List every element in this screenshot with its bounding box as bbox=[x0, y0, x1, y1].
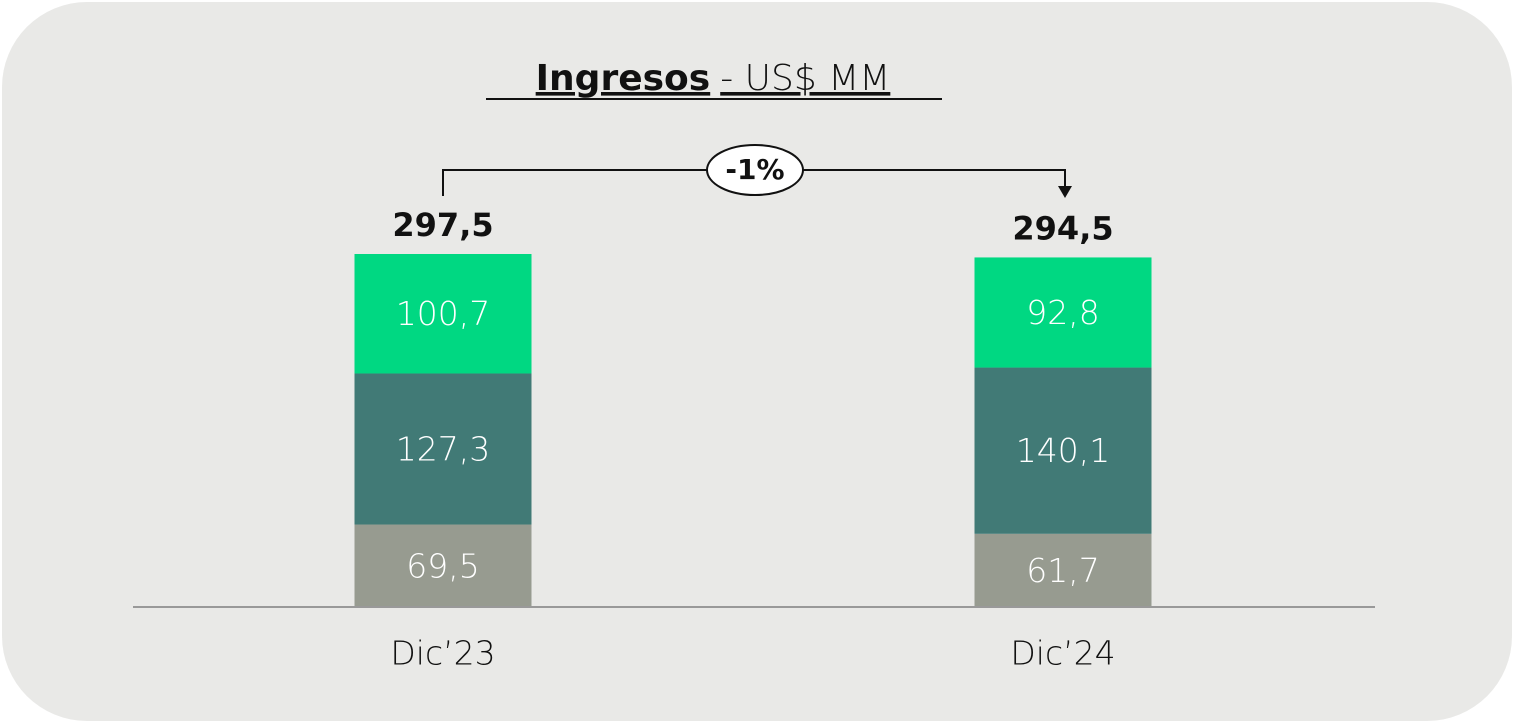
x-tick-label: Dic’24 bbox=[1010, 634, 1115, 673]
bar-segment bbox=[974, 257, 1152, 368]
value-label: 61,7 bbox=[1026, 551, 1099, 590]
bar-segment bbox=[354, 373, 532, 525]
value-label: 69,5 bbox=[406, 546, 479, 585]
bar-segment bbox=[974, 533, 1152, 607]
bar-segment bbox=[974, 367, 1152, 534]
x-tick-label: Dic’23 bbox=[390, 634, 495, 673]
change-label: -1% bbox=[725, 153, 784, 186]
change-badge bbox=[706, 144, 804, 196]
value-label: 127,3 bbox=[396, 430, 490, 469]
title-unit: - US$ MM bbox=[720, 58, 890, 99]
chart-title: Ingresos - US$ MM bbox=[536, 58, 891, 99]
value-label: 92,8 bbox=[1026, 293, 1099, 332]
value-label: 140,1 bbox=[1016, 431, 1110, 470]
total-label: 294,5 bbox=[1012, 210, 1113, 248]
bar-segment bbox=[354, 254, 532, 374]
change-arrow bbox=[1058, 186, 1072, 198]
bar-segment bbox=[354, 524, 532, 607]
title-main: Ingresos bbox=[536, 58, 711, 99]
total-label: 297,5 bbox=[392, 206, 493, 244]
value-label: 100,7 bbox=[396, 294, 490, 333]
